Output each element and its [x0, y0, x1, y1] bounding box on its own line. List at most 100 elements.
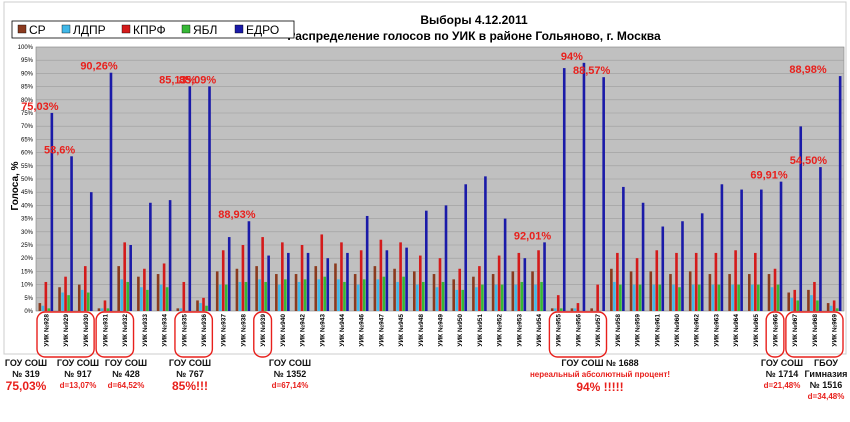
bar: [306, 252, 310, 311]
bar: [629, 271, 633, 311]
bar: [796, 300, 800, 311]
caption-line: № 917: [64, 369, 92, 379]
bar: [365, 215, 369, 311]
bar: [776, 284, 780, 311]
legend-label: СР: [29, 23, 46, 37]
bar: [717, 284, 721, 311]
bar: [757, 284, 760, 311]
x-tick-label: УИК №965: [753, 314, 760, 347]
bar: [649, 271, 653, 311]
bar: [202, 297, 205, 311]
bar: [691, 284, 695, 311]
y-tick-label: 100%: [18, 45, 34, 51]
highlight-circle: [548, 311, 608, 358]
bar: [47, 308, 51, 311]
y-tick-label: 80%: [21, 98, 34, 104]
bar: [751, 284, 754, 311]
bar: [556, 295, 560, 311]
bar: [793, 289, 797, 311]
bar: [149, 202, 152, 311]
x-tick-label: УИК №932: [122, 314, 129, 347]
x-tick-label: УИК №929: [63, 314, 70, 347]
bar: [596, 284, 599, 311]
bar: [103, 300, 107, 311]
bar: [303, 279, 307, 311]
caption-delta: d=21,48%: [764, 381, 801, 390]
bar: [616, 252, 619, 311]
bar: [424, 210, 428, 311]
bar: [826, 303, 830, 311]
x-tick-label: УИК №940: [280, 314, 287, 347]
caption-line: ГОУ СОШ: [57, 358, 99, 368]
value-annotation: 85,13%: [159, 74, 197, 86]
bar: [511, 271, 515, 311]
x-tick-label: УИК №963: [713, 314, 720, 347]
x-tick-label: УИК №966: [773, 314, 780, 347]
legend-swatch: [61, 24, 71, 34]
bar: [323, 276, 327, 311]
bar: [708, 274, 712, 311]
bar: [694, 252, 698, 311]
bar: [829, 305, 833, 311]
bar: [652, 284, 656, 311]
highlight-circle: [765, 311, 785, 358]
bar: [373, 266, 377, 311]
bar: [156, 274, 160, 311]
bar: [44, 281, 48, 311]
caption-line: ГБОУ: [814, 358, 838, 368]
caption-delta: нереальный абсолютный процент!: [530, 370, 670, 379]
x-axis-ticks: УИК №928 УИК №929 УИК №930 УИК №931 УИК №932…: [43, 314, 838, 347]
bar: [576, 303, 580, 311]
bar: [731, 284, 734, 311]
x-tick-label: УИК №933: [142, 314, 149, 347]
legend-swatch: [17, 24, 27, 34]
bar: [208, 86, 211, 311]
x-tick-label: УИК №935: [181, 314, 188, 347]
caption-line: ГОУ СОШ: [105, 358, 147, 368]
y-tick-label: 35%: [21, 217, 34, 223]
bar: [396, 281, 399, 311]
y-tick-label: 40%: [21, 203, 34, 209]
bar: [754, 252, 757, 311]
y-tick-label: 50%: [21, 177, 34, 183]
y-tick-label: 85%: [21, 85, 34, 91]
caption-highlight: 75,03%: [6, 379, 47, 393]
caption-line: Гимназия: [805, 369, 848, 379]
bar: [773, 268, 777, 311]
x-tick-label: УИК №962: [694, 314, 701, 347]
bar: [356, 284, 360, 311]
bar: [494, 284, 498, 311]
x-tick-label: УИК №957: [595, 314, 602, 347]
bar: [275, 274, 278, 311]
bar: [497, 255, 501, 311]
bar: [83, 266, 87, 311]
bar: [697, 284, 701, 311]
value-annotation: 90,26%: [80, 61, 118, 73]
bar: [810, 295, 813, 311]
bar: [672, 284, 675, 311]
bar: [346, 252, 349, 311]
bar: [343, 281, 346, 311]
bar: [247, 221, 251, 311]
x-tick-label: УИК №956: [575, 314, 582, 347]
bar: [294, 274, 298, 311]
value-annotation: 88,57%: [573, 65, 611, 77]
x-tick-label: УИК №954: [536, 314, 543, 347]
bar: [534, 284, 537, 311]
x-tick-label: УИК №959: [635, 314, 642, 347]
value-annotations: 75,03% 58,6% 90,26% 85,13%85,09% 88,93% 92,01…: [21, 51, 827, 243]
bar: [70, 156, 73, 311]
bar: [188, 86, 192, 311]
bar: [129, 245, 132, 311]
bar: [661, 226, 665, 311]
bar: [109, 72, 113, 312]
bar: [531, 271, 534, 311]
y-axis-label: Голоса, %: [10, 161, 21, 210]
y-tick-label: 90%: [21, 71, 34, 77]
x-tick-label: УИК №938: [240, 314, 247, 347]
bar: [421, 281, 425, 311]
bar: [80, 289, 84, 311]
caption-line: ГОУ СОШ: [5, 358, 47, 368]
legend: СР ЛДПР КПРФ ЯБЛ ЕДРО: [11, 20, 295, 39]
bars: [38, 62, 842, 312]
